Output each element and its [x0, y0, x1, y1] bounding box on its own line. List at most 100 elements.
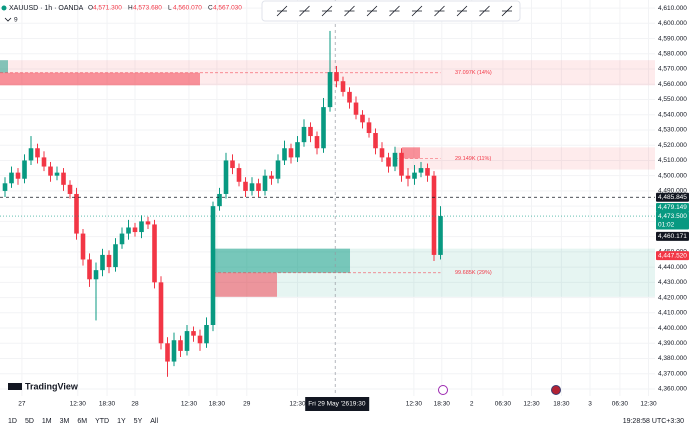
range-button[interactable]: 6M [77, 417, 88, 425]
chart: 37.097K (14%) 29.149K (11%) 99.685K (29%) 4… [0, 0, 690, 413]
x-tick-label: 2 [470, 401, 474, 408]
candle-body [15, 172, 21, 179]
candle-body [113, 244, 118, 268]
candle-body [100, 254, 105, 271]
y-tick-label: 4,490.000 [658, 188, 687, 195]
candle-body [334, 72, 339, 82]
caret [4, 17, 12, 22]
tool-icon [299, 5, 310, 17]
y-tick-label: 4,600.000 [658, 20, 687, 27]
candle-body [191, 331, 196, 336]
x-tick-label: 12:30 [289, 401, 306, 408]
range-button[interactable]: All [150, 417, 159, 425]
range-button[interactable]: 5Y [133, 417, 143, 425]
candle-body [418, 168, 424, 173]
indicator-count[interactable]: 9 [14, 17, 18, 24]
candle-body [139, 221, 144, 233]
y-tick-label: 4,500.000 [658, 172, 687, 179]
y-tick-label: 4,580.000 [658, 51, 687, 58]
candle-body [282, 148, 287, 161]
candle-body [80, 233, 86, 260]
candle-body [106, 254, 112, 268]
x-tick-label: 28 [131, 401, 139, 408]
y-tick-label: 4,590.000 [658, 35, 687, 42]
x-tick-label: 18:30 [553, 401, 570, 408]
candle-body [399, 152, 404, 176]
candle-body [2, 183, 8, 191]
brand-logo [8, 383, 22, 390]
candle-body [412, 172, 417, 179]
y-tick-label: 4,410.000 [658, 310, 687, 317]
y-tick-label: 4,550.000 [658, 96, 687, 103]
tool-icon [479, 5, 490, 17]
candle-body [353, 102, 359, 115]
x-tick-label: 06:30 [612, 401, 629, 408]
y-tick-label: 4,420.000 [658, 294, 687, 301]
price-label: 4,479.149 [658, 204, 687, 211]
bottom-bar: 1D 5D 1M 3M 6M YTD 1Y 5Y All 19:28:58 UTC+3:30 [0, 413, 690, 429]
candle-body [171, 340, 177, 362]
x-tick-label: 12:30 [70, 401, 87, 408]
price-label-bg [656, 192, 689, 202]
candle-body [340, 81, 346, 92]
candle-body [321, 107, 326, 149]
candle-body [379, 148, 385, 158]
candle-body [184, 331, 190, 351]
tool-icon [321, 5, 333, 17]
range-button[interactable]: 3M [59, 417, 70, 425]
candle-body [438, 216, 443, 255]
volume-bar [0, 72, 200, 86]
candle-body [373, 133, 378, 149]
y-tick-label: 4,430.000 [658, 279, 687, 286]
candle-body [9, 172, 14, 184]
candle-body [288, 148, 294, 158]
price-label: 4,473.500 [658, 213, 687, 220]
tool-icon [389, 5, 400, 17]
candle-body [145, 221, 151, 225]
range-button[interactable]: 5D [24, 417, 34, 425]
volume-bar [0, 60, 8, 73]
candle-body [249, 183, 255, 191]
zone-label: 29.149K (11%) [455, 156, 491, 162]
y-tick-label: 4,540.000 [658, 111, 687, 118]
tool-icon [501, 5, 513, 17]
y-tick-label: 4,380.000 [658, 355, 687, 362]
status-dot [1, 5, 7, 11]
x-tick-label: 18:30 [99, 401, 116, 408]
candle-body [308, 126, 313, 137]
candle-body [392, 152, 398, 167]
ohlc-key: O [88, 5, 93, 12]
tool-icon [366, 5, 378, 17]
candle-body [74, 193, 79, 234]
x-tick-label: 3 [588, 401, 592, 408]
range-button[interactable]: 1Y [117, 417, 126, 425]
x-tick-label: 27 [18, 401, 26, 408]
price-label-bg [656, 231, 689, 241]
candle-body [158, 282, 164, 344]
candle-body [197, 335, 203, 344]
volume-zone [395, 147, 655, 170]
candle-body [262, 175, 268, 191]
candle-body [22, 160, 27, 179]
candle-body [275, 160, 281, 179]
candle-body [204, 324, 209, 344]
tool-icon [411, 5, 423, 17]
range-button[interactable]: 1D [8, 417, 17, 425]
event-icon[interactable] [551, 385, 561, 395]
price-label: 4,460.171 [658, 233, 687, 240]
range-button[interactable]: YTD [95, 417, 110, 425]
candle-body [425, 168, 430, 176]
volume-bar [213, 272, 278, 297]
y-tick-label: 4,440.000 [658, 264, 687, 271]
range-button[interactable]: 1M [41, 417, 52, 425]
price-label-bg [656, 251, 689, 261]
y-tick-label: 4,530.000 [658, 127, 687, 134]
y-tick-label: 4,390.000 [658, 340, 687, 347]
candle-body [269, 175, 274, 179]
ohlc-key: C [208, 5, 213, 12]
volume-bar [402, 147, 420, 159]
candle-body [256, 183, 261, 191]
event-icon[interactable] [438, 385, 448, 395]
ohlc-key: H [128, 5, 133, 12]
x-tick-label: 12:30 [406, 401, 423, 408]
